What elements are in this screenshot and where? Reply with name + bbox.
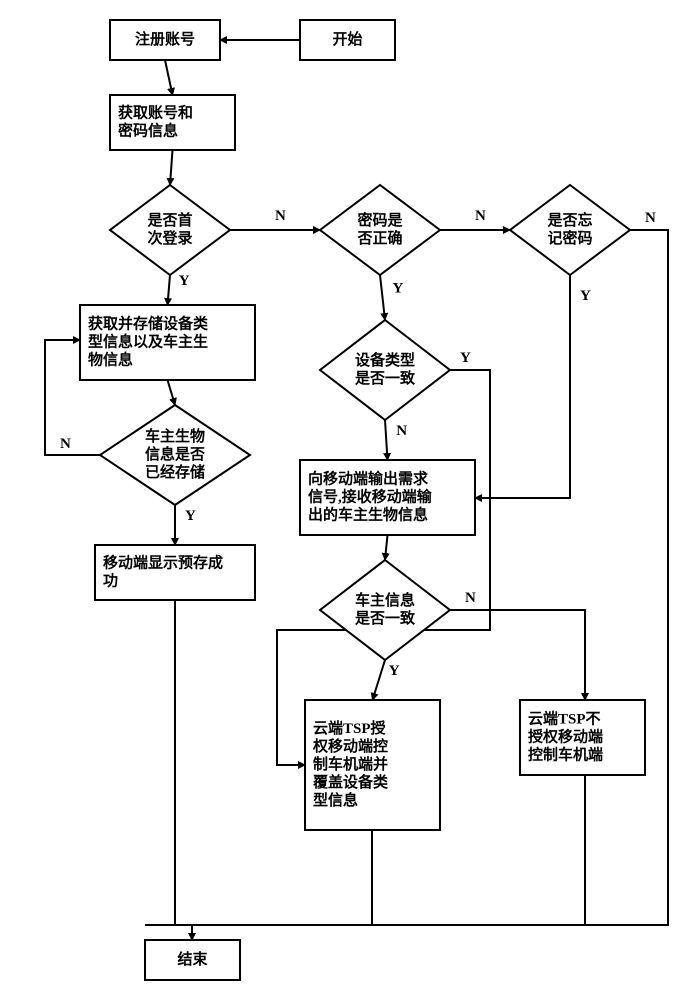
node-label: 功 bbox=[103, 573, 118, 590]
flow-edge bbox=[168, 275, 171, 305]
edge-label: N bbox=[465, 590, 476, 606]
edge-label: N bbox=[275, 208, 286, 224]
node-label: 云端TSP不 bbox=[528, 710, 601, 728]
node-label: 获取并存储设备类 bbox=[88, 315, 209, 333]
node-label: 是否一致 bbox=[354, 609, 416, 627]
node-label: 物信息 bbox=[88, 351, 133, 369]
node-label: 获取账号和 bbox=[118, 104, 193, 122]
node-label: 已经存储 bbox=[145, 463, 205, 481]
flow-edge bbox=[192, 230, 668, 940]
flow-edge bbox=[170, 150, 173, 185]
edge-label: N bbox=[645, 210, 656, 226]
node-end: 结束 bbox=[145, 940, 240, 980]
edge-label: Y bbox=[185, 508, 196, 524]
node-label: 结束 bbox=[177, 950, 208, 968]
flowchart-canvas: NYNYNYNNYYNY开始注册账号获取账号和密码信息是否首次登录密码是否正确是… bbox=[0, 0, 684, 1000]
edge-label: N bbox=[475, 208, 486, 224]
node-label: 信息是否 bbox=[145, 445, 205, 463]
node-label: 信号,接收移动端输 bbox=[308, 488, 433, 506]
node-label: 出的车主生物信息 bbox=[308, 506, 428, 524]
flow-edge bbox=[385, 420, 388, 460]
node-label: 注册账号 bbox=[135, 30, 195, 48]
node-label: 向移动端输出需求 bbox=[308, 470, 429, 488]
node-label: 覆盖设备类 bbox=[313, 773, 389, 791]
node-owner_match: 车主信息是否一致 bbox=[320, 560, 450, 660]
node-label: 是否一致 bbox=[354, 369, 416, 387]
node-label: 权移动端控 bbox=[312, 737, 388, 755]
flow-edge bbox=[168, 380, 176, 405]
node-label: 授权移动端 bbox=[528, 728, 603, 746]
node-label: 车主信息 bbox=[355, 591, 415, 609]
edge-label: Y bbox=[179, 273, 190, 289]
node-label: 设备类型 bbox=[355, 351, 415, 369]
flow-edge bbox=[373, 660, 386, 700]
edge-label: N bbox=[396, 423, 407, 439]
edge-label: Y bbox=[393, 281, 404, 297]
edge-label: Y bbox=[580, 288, 591, 304]
edge-label: Y bbox=[460, 350, 471, 366]
node-label: 否正确 bbox=[356, 229, 402, 247]
node-label: 次登录 bbox=[147, 229, 192, 247]
node-deny: 云端TSP不授权移动端控制车机端 bbox=[520, 700, 645, 775]
node-label: 密码是 bbox=[357, 211, 403, 229]
node-label: 是否首 bbox=[146, 211, 192, 229]
node-label: 型信息以及车主生 bbox=[88, 333, 208, 351]
edge-label: Y bbox=[389, 663, 400, 679]
flow-edge bbox=[385, 535, 388, 560]
node-pwd_ok: 密码是否正确 bbox=[320, 185, 440, 275]
node-label: 密码信息 bbox=[118, 122, 178, 140]
node-label: 制车机端并 bbox=[313, 755, 388, 773]
node-label: 云端TSP授 bbox=[313, 719, 387, 737]
flow-edge bbox=[380, 275, 385, 320]
node-save_ok: 移动端显示预存成功 bbox=[95, 545, 255, 600]
node-bio_stored: 车主生物信息是否已经存储 bbox=[100, 405, 250, 505]
node-dev_match: 设备类型是否一致 bbox=[320, 320, 450, 420]
node-register: 注册账号 bbox=[110, 20, 220, 60]
node-authorize: 云端TSP授权移动端控制车机端并覆盖设备类型信息 bbox=[305, 700, 440, 830]
node-first_login: 是否首次登录 bbox=[110, 185, 230, 275]
node-label: 是否忘 bbox=[546, 211, 592, 229]
node-label: 移动端显示预存成 bbox=[103, 554, 223, 572]
node-store_bio: 获取并存储设备类型信息以及车主生物信息 bbox=[80, 305, 255, 380]
node-start: 开始 bbox=[300, 20, 395, 60]
node-get_acct: 获取账号和密码信息 bbox=[110, 95, 235, 150]
node-label: 车主生物 bbox=[145, 427, 205, 445]
node-send_req: 向移动端输出需求信号,接收移动端输出的车主生物信息 bbox=[300, 460, 475, 535]
node-label: 型信息 bbox=[313, 791, 358, 809]
flow-edge bbox=[165, 60, 173, 95]
node-label: 开始 bbox=[332, 30, 362, 48]
node-label: 控制车机端 bbox=[528, 746, 603, 764]
node-label: 记密码 bbox=[547, 229, 592, 247]
flow-edge bbox=[450, 610, 585, 700]
edge-label: N bbox=[60, 436, 71, 452]
node-forgot: 是否忘记密码 bbox=[510, 185, 630, 275]
